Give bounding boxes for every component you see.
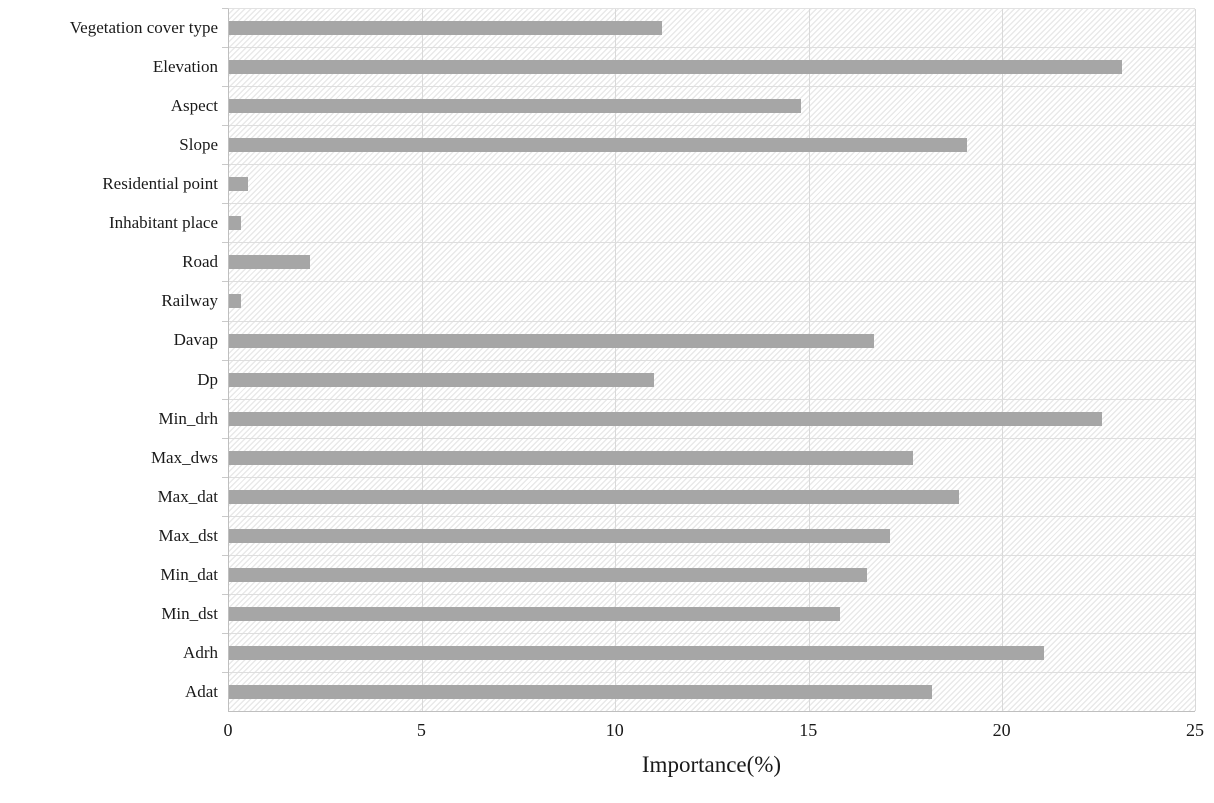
category-label: Residential point bbox=[102, 173, 218, 193]
bar-row bbox=[222, 320, 1195, 360]
bar-row bbox=[222, 593, 1195, 633]
bar bbox=[229, 21, 662, 36]
bar-row bbox=[222, 7, 1195, 47]
bar-row bbox=[222, 164, 1195, 203]
category-label: Max_dst bbox=[158, 525, 219, 545]
chart-main-area: Vegetation cover type Elevation Aspect Slop… bbox=[0, 7, 1196, 712]
x-axis-title: Importance(%) bbox=[641, 752, 782, 777]
plot-rows bbox=[222, 7, 1195, 711]
category-label: Davap bbox=[173, 330, 218, 350]
x-tick-label: 5 bbox=[416, 720, 426, 740]
bar-row bbox=[222, 476, 1195, 516]
bar-row bbox=[222, 242, 1195, 281]
bar-row bbox=[222, 633, 1195, 672]
bar-row bbox=[222, 554, 1195, 594]
bar-row bbox=[222, 281, 1195, 320]
category-label: Road bbox=[182, 252, 218, 272]
bar bbox=[229, 411, 1103, 426]
bar bbox=[229, 567, 867, 582]
plot-area bbox=[222, 7, 1196, 712]
category-label: Min_dat bbox=[160, 565, 218, 585]
category-label: Max_dat bbox=[157, 486, 218, 506]
bar bbox=[229, 294, 241, 309]
x-tick-label: 25 bbox=[1186, 720, 1204, 740]
x-tick-label: 20 bbox=[992, 720, 1011, 740]
bar-row bbox=[222, 398, 1195, 438]
bar bbox=[229, 685, 933, 700]
bar bbox=[229, 489, 960, 504]
bar bbox=[229, 528, 890, 543]
x-axis-tick-labels: 0 5 10 15 20 25 bbox=[224, 720, 1205, 748]
x-tick-label: 0 bbox=[223, 720, 233, 740]
bar-row bbox=[222, 672, 1195, 711]
category-label: Adat bbox=[184, 682, 218, 702]
category-label: Railway bbox=[161, 291, 218, 311]
gridline bbox=[1195, 9, 1196, 711]
bar bbox=[229, 606, 840, 621]
bar bbox=[229, 450, 913, 465]
bar bbox=[229, 138, 968, 153]
category-label: Elevation bbox=[152, 56, 218, 76]
category-label: Vegetation cover type bbox=[69, 17, 218, 37]
bar bbox=[229, 177, 249, 192]
bar bbox=[229, 372, 655, 387]
x-tick-label: 10 bbox=[605, 720, 624, 740]
bar bbox=[229, 333, 875, 348]
bar-row bbox=[222, 515, 1195, 555]
x-tick-label: 15 bbox=[799, 720, 818, 740]
bar-row bbox=[222, 203, 1195, 242]
bar-row bbox=[222, 125, 1195, 164]
category-label: Aspect bbox=[170, 95, 218, 115]
category-label: Adrh bbox=[183, 643, 218, 663]
bar-row bbox=[222, 47, 1195, 86]
category-label: Slope bbox=[179, 134, 218, 154]
category-label: Min_dst bbox=[161, 604, 218, 624]
bar bbox=[229, 60, 1122, 75]
category-label: Dp bbox=[197, 369, 218, 389]
bar bbox=[229, 646, 1045, 661]
bar-row bbox=[222, 86, 1195, 125]
bar-row bbox=[222, 359, 1195, 399]
category-label: Min_drh bbox=[158, 408, 219, 428]
bar bbox=[229, 99, 801, 114]
category-label: Max_dws bbox=[150, 447, 218, 467]
bar bbox=[229, 255, 311, 270]
category-label: Inhabitant place bbox=[108, 213, 218, 233]
bar bbox=[229, 216, 241, 231]
bar-row bbox=[222, 437, 1195, 477]
category-labels: Vegetation cover type Elevation Aspect Slop… bbox=[0, 8, 228, 712]
